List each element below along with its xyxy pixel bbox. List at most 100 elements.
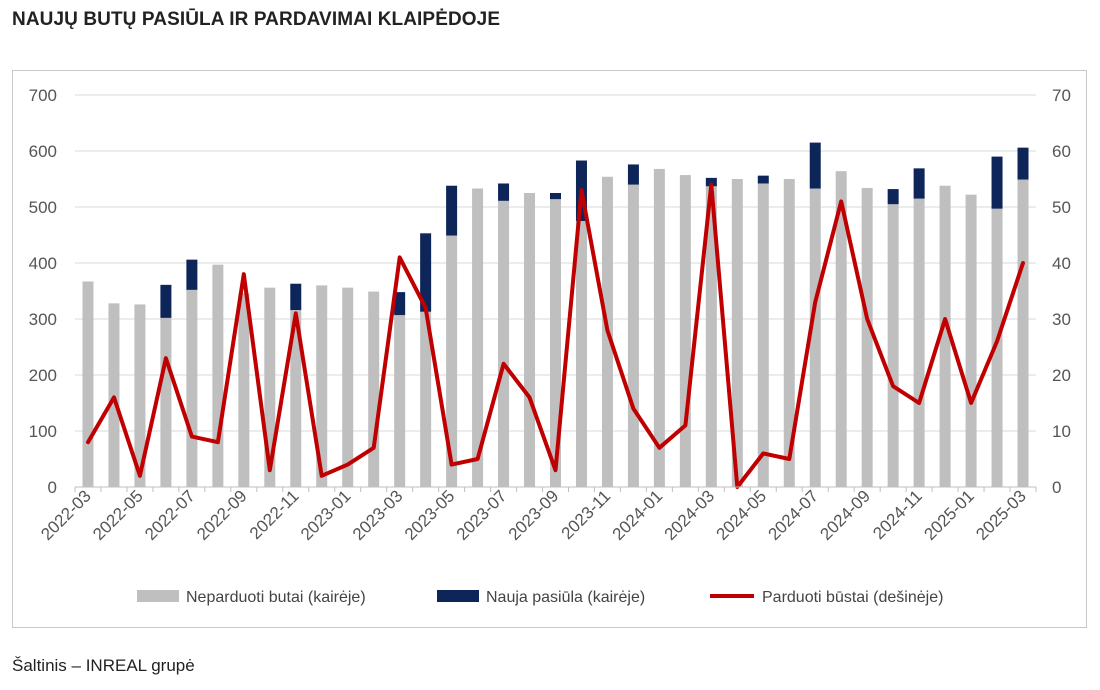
bar-unsold <box>446 235 458 487</box>
bar-new-supply <box>887 189 899 205</box>
y-right-tick-label: 50 <box>1052 198 1071 217</box>
bar-new-supply <box>420 233 432 312</box>
y-left-tick-label: 300 <box>29 310 57 329</box>
y-left-tick-label: 100 <box>29 422 57 441</box>
y-left-tick-label: 200 <box>29 366 57 385</box>
y-right-tick-label: 0 <box>1052 478 1061 497</box>
x-tick-label: 2024-01 <box>609 486 667 544</box>
y-right-tick-label: 60 <box>1052 142 1071 161</box>
bar-unsold <box>835 171 847 487</box>
x-tick-label: 2023-09 <box>505 486 563 544</box>
x-tick-label: 2024-11 <box>869 486 926 543</box>
x-axis-labels: 2022-032022-052022-072022-092022-112023-… <box>37 486 1030 544</box>
bar-unsold <box>575 221 587 487</box>
legend-swatch <box>437 590 479 602</box>
bar-unsold <box>887 204 899 487</box>
y-right-tick-label: 70 <box>1052 86 1071 105</box>
x-tick-label: 2025-03 <box>972 486 1030 544</box>
bar-new-supply <box>913 168 925 199</box>
x-tick-label: 2022-09 <box>193 486 251 544</box>
legend: Neparduoti butai (kairėje) Nauja pasiūla … <box>137 589 943 606</box>
x-tick-label: 2022-03 <box>37 486 95 544</box>
bar-new-supply <box>757 175 769 184</box>
bar-unsold <box>731 179 743 487</box>
bar-new-supply <box>186 259 198 290</box>
bar-unsold <box>965 194 977 487</box>
bar-unsold <box>809 188 821 487</box>
legend-swatch <box>137 590 179 602</box>
bar-unsold <box>186 289 198 487</box>
bar-new-supply <box>446 185 458 236</box>
bar-new-supply <box>160 284 172 318</box>
bar-unsold <box>264 287 276 487</box>
bar-new-supply <box>809 142 821 189</box>
bar-new-supply <box>550 193 561 200</box>
x-tick-label: 2024-07 <box>765 486 823 544</box>
bar-unsold <box>939 185 951 487</box>
bar-unsold <box>679 175 691 487</box>
bar-new-supply <box>394 292 406 316</box>
y-left-tick-label: 400 <box>29 254 57 273</box>
x-tick-label: 2023-07 <box>453 486 511 544</box>
bar-unsold <box>861 187 873 487</box>
x-tick-label: 2023-05 <box>401 486 459 544</box>
y-right-tick-label: 30 <box>1052 310 1071 329</box>
bar-unsold <box>420 311 432 487</box>
bar-new-supply <box>991 156 1003 209</box>
x-tick-label: 2024-05 <box>713 486 771 544</box>
bar-unsold <box>705 186 717 487</box>
bar-unsold <box>82 281 94 487</box>
bar-unsold <box>757 183 769 488</box>
bar-unsold <box>108 303 120 487</box>
y-left-tick-label: 600 <box>29 142 57 161</box>
bar-unsold <box>342 287 354 487</box>
legend-label: Parduoti būstai (dešinėje) <box>762 589 943 606</box>
axes <box>74 486 1037 492</box>
x-tick-label: 2023-03 <box>349 486 407 544</box>
x-tick-label: 2024-09 <box>816 486 874 544</box>
chart-title: NAUJŲ BUTŲ PASIŪLA IR PARDAVIMAI KLAIPĖD… <box>12 9 501 30</box>
bar-unsold <box>783 179 795 487</box>
bar-unsold <box>316 285 328 487</box>
bar-unsold <box>394 315 406 487</box>
x-tick-label: 2023-01 <box>297 486 355 544</box>
source-note: Šaltinis – INREAL grupė <box>12 656 195 675</box>
bar-unsold <box>290 310 302 487</box>
bar-unsold <box>160 317 172 487</box>
bar-unsold <box>238 293 250 487</box>
y-left-tick-label: 0 <box>48 478 57 497</box>
bar-new-supply <box>627 164 639 185</box>
bar-new-supply <box>290 283 302 311</box>
bar-unsold <box>498 200 510 487</box>
y-right-tick-label: 20 <box>1052 366 1071 385</box>
bar-unsold <box>368 291 380 487</box>
bar-unsold <box>991 208 1003 487</box>
legend-label: Nauja pasiūla (kairėje) <box>486 589 645 606</box>
bar-new-supply <box>1017 147 1029 180</box>
x-tick-label: 2022-07 <box>141 486 199 544</box>
bar-unsold <box>524 193 536 487</box>
x-tick-label: 2022-11 <box>246 486 303 543</box>
y-left-tick-label: 500 <box>29 198 57 217</box>
y-right-tick-label: 40 <box>1052 254 1071 273</box>
x-tick-label: 2022-05 <box>89 486 147 544</box>
y-left-tick-label: 700 <box>29 86 57 105</box>
bar-unsold <box>134 304 146 487</box>
chart-frame <box>12 70 1087 628</box>
x-tick-label: 2025-01 <box>920 486 978 544</box>
bar-new-supply <box>498 183 510 201</box>
x-tick-label: 2024-03 <box>661 486 719 544</box>
legend-label: Neparduoti butai (kairėje) <box>186 589 366 606</box>
bars <box>82 142 1029 488</box>
bar-unsold <box>653 168 665 488</box>
bar-unsold <box>1017 179 1029 487</box>
bar-unsold <box>913 198 925 487</box>
y-axis-left-labels: 0 100 200 300 400 500 600 700 <box>29 86 57 497</box>
y-axis-right-labels: 0 10 20 30 40 50 60 70 <box>1052 86 1071 497</box>
bar-unsold <box>627 184 639 487</box>
bar-unsold <box>212 264 224 487</box>
bar-new-supply <box>705 177 717 187</box>
bar-unsold <box>550 199 561 487</box>
x-tick-label: 2023-11 <box>558 486 615 543</box>
